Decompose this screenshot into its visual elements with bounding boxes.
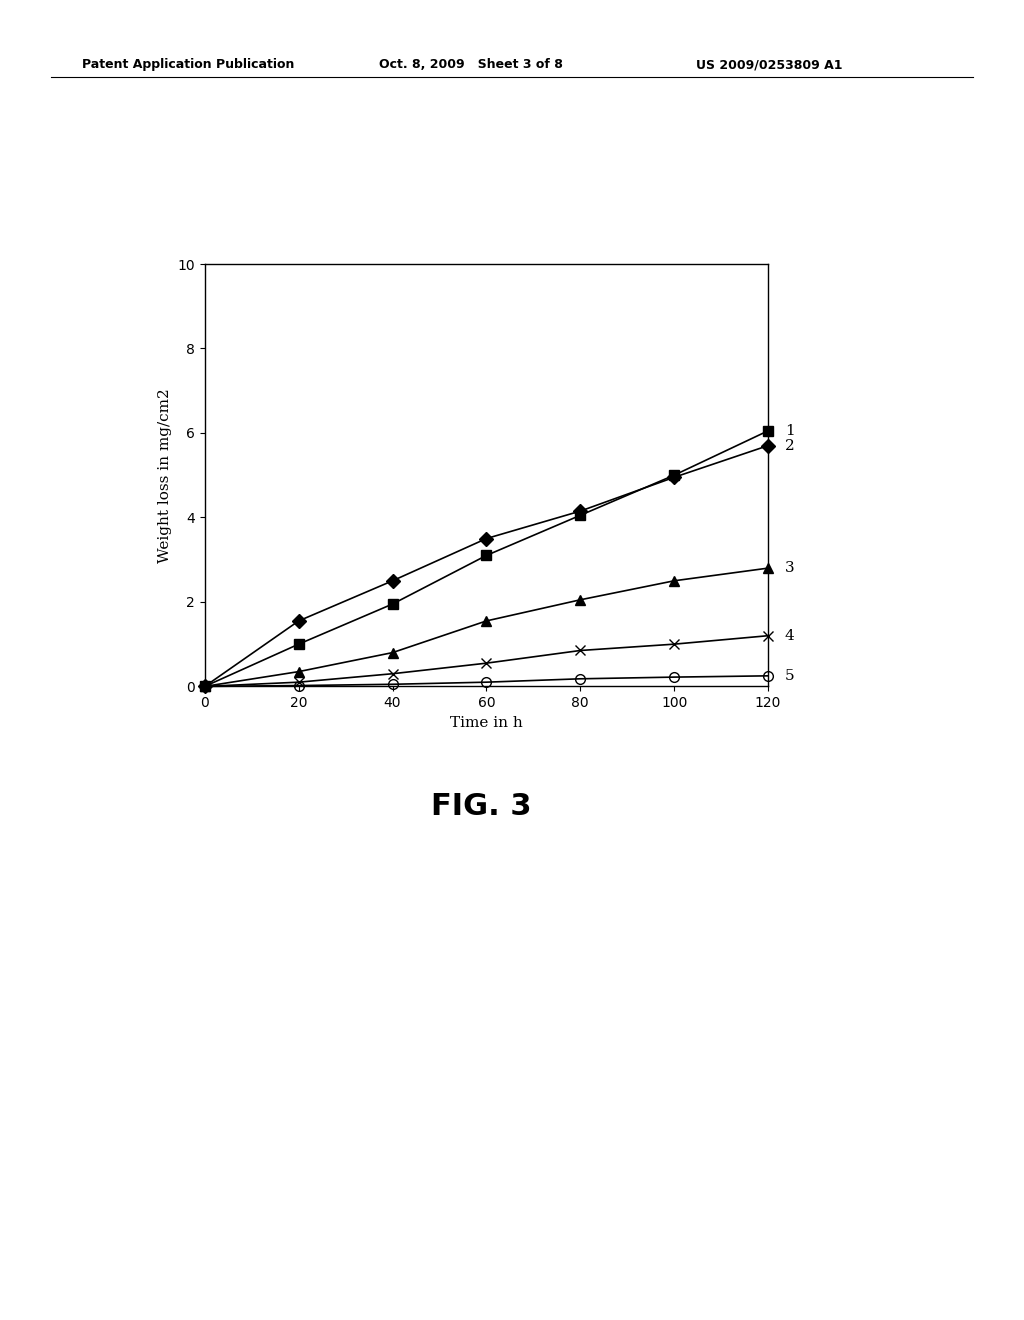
Y-axis label: Weight loss in mg/cm2: Weight loss in mg/cm2 bbox=[158, 388, 172, 562]
Text: 3: 3 bbox=[785, 561, 795, 576]
Text: 1: 1 bbox=[785, 424, 795, 438]
Text: US 2009/0253809 A1: US 2009/0253809 A1 bbox=[696, 58, 843, 71]
Text: Oct. 8, 2009   Sheet 3 of 8: Oct. 8, 2009 Sheet 3 of 8 bbox=[379, 58, 563, 71]
X-axis label: Time in h: Time in h bbox=[450, 715, 523, 730]
Text: 2: 2 bbox=[785, 438, 795, 453]
Text: Patent Application Publication: Patent Application Publication bbox=[82, 58, 294, 71]
Text: 4: 4 bbox=[785, 628, 795, 643]
Text: 5: 5 bbox=[785, 669, 795, 682]
Text: FIG. 3: FIG. 3 bbox=[431, 792, 531, 821]
